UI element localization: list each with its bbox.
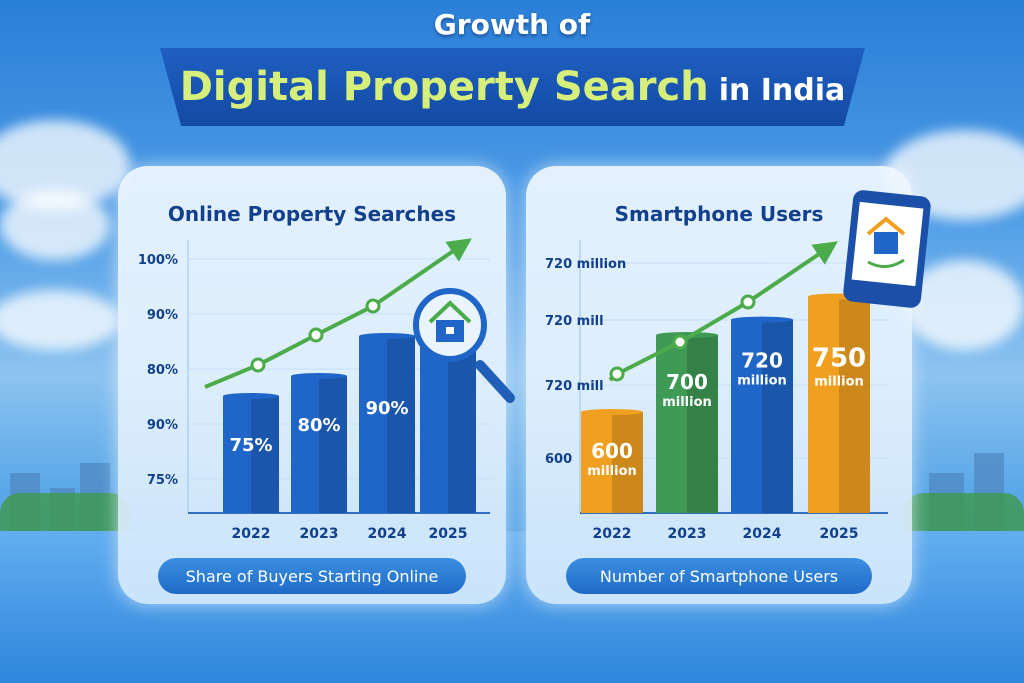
x-tick-label: 2024 (743, 526, 782, 542)
x-tick-label: 2022 (593, 526, 632, 542)
bar-top (223, 393, 279, 399)
bar-top (731, 316, 793, 323)
x-tick-label: 2022 (232, 526, 271, 542)
data-label-value: 700 (666, 370, 708, 394)
data-label-unit: million (814, 375, 864, 390)
data-label: 80% (297, 415, 340, 436)
bar-top (656, 332, 718, 338)
bar-side (448, 336, 476, 513)
magnifier-house-icon (413, 288, 515, 403)
title-top: Growth of (433, 8, 591, 41)
data-label-unit: million (587, 464, 637, 479)
bar-side (839, 296, 870, 513)
data-label: 75% (229, 435, 272, 456)
y-tick-label: 90% (147, 418, 178, 433)
y-tick-label: 720 mill (545, 379, 604, 394)
bar-side (762, 319, 793, 513)
bar-top (291, 373, 347, 379)
bar-side (319, 376, 347, 513)
y-tick-label: 720 million (545, 257, 626, 272)
data-label-unit: million (737, 374, 787, 389)
bar-top (359, 333, 415, 339)
trend-arrow (608, 241, 838, 382)
smartphone-house-icon (843, 190, 931, 308)
title-main: Digital Property Search (179, 64, 709, 110)
trend-arrow (204, 238, 472, 389)
x-tick-label: 2023 (300, 526, 339, 542)
y-tick-label: 90% (147, 308, 178, 323)
x-tick-label: 2025 (820, 526, 859, 542)
bar-side (387, 336, 415, 513)
data-label-value: 750 (812, 344, 866, 374)
data-label-value: 720 (741, 349, 783, 373)
chart-title: Smartphone Users (614, 202, 824, 226)
bar-side (612, 412, 643, 513)
y-tick-label: 600 (545, 452, 572, 467)
data-label-value: 600 (591, 439, 633, 463)
x-tick-label: 2023 (668, 526, 707, 542)
chart-title: Online Property Searches (167, 202, 457, 226)
title-suffix: in India (718, 72, 846, 108)
y-tick-label: 80% (147, 363, 178, 378)
bar-side (251, 396, 279, 513)
chart-footer: Number of Smartphone Users (566, 558, 872, 594)
chart-footer: Share of Buyers Starting Online (158, 558, 466, 594)
bar-top (581, 409, 643, 415)
y-tick-label: 100% (138, 253, 178, 268)
data-label: 90% (365, 398, 408, 419)
data-label-unit: million (662, 395, 712, 410)
x-tick-label: 2025 (429, 526, 468, 542)
x-tick-label: 2024 (368, 526, 407, 542)
y-tick-label: 720 mill (545, 314, 604, 329)
y-tick-label: 75% (147, 473, 178, 488)
title-banner: Digital Property Search in India (160, 48, 865, 126)
bar-side (687, 335, 718, 513)
